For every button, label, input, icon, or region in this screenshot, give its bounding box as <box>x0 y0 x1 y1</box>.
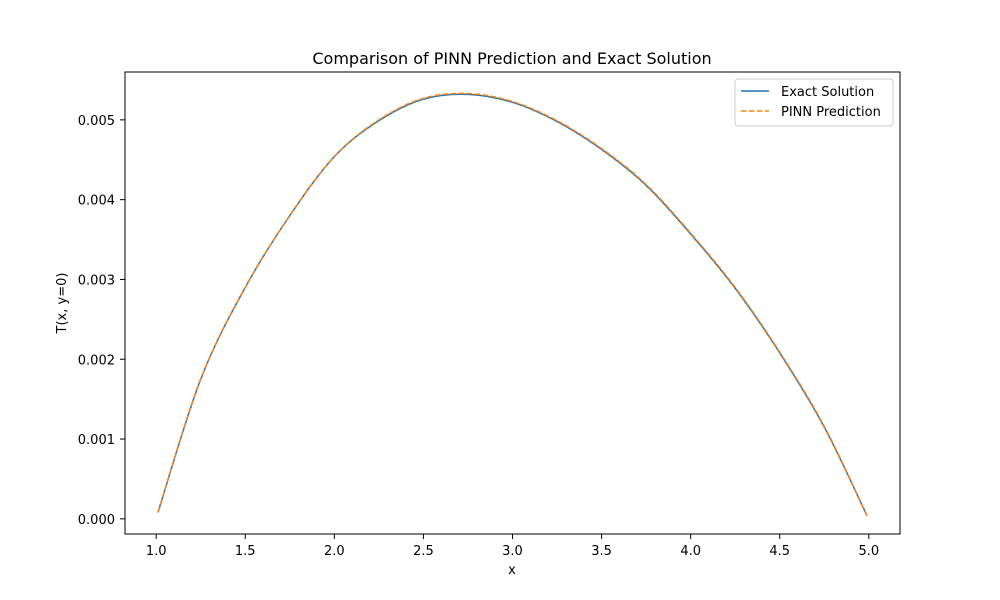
y-tick-label: 0.002 <box>78 353 115 368</box>
chart-title: Comparison of PINN Prediction and Exact … <box>312 49 711 68</box>
y-tick-label: 0.005 <box>78 114 115 129</box>
y-tick-label: 0.004 <box>78 194 115 209</box>
x-tick-label: 4.0 <box>680 544 701 559</box>
y-tick-label: 0.001 <box>78 433 115 448</box>
y-axis-ticks: 0.000 0.001 0.002 0.003 0.004 0.005 <box>78 114 125 528</box>
legend: Exact Solution PINN Prediction <box>734 78 894 127</box>
x-tick-label: 1.0 <box>146 544 167 559</box>
series-line-pinn-prediction <box>157 92 868 516</box>
x-tick-label: 3.0 <box>502 544 523 559</box>
legend-label-pinn-prediction: PINN Prediction <box>781 105 881 120</box>
x-tick-label: 4.5 <box>769 544 790 559</box>
x-axis-label: x <box>508 563 516 578</box>
y-tick-label: 0.000 <box>78 513 115 528</box>
series-layer <box>157 92 868 516</box>
x-axis-ticks: 1.0 1.5 2.0 2.5 3.0 3.5 4.0 4.5 5.0 <box>146 534 879 559</box>
legend-label-exact-solution: Exact Solution <box>781 85 874 100</box>
x-tick-label: 2.0 <box>324 544 345 559</box>
x-tick-label: 5.0 <box>858 544 879 559</box>
y-axis-label: T(x, y=0) <box>55 273 70 335</box>
y-tick-label: 0.003 <box>78 273 115 288</box>
x-tick-label: 2.5 <box>413 544 434 559</box>
x-tick-label: 1.5 <box>235 544 256 559</box>
legend-box <box>734 78 894 127</box>
x-tick-label: 3.5 <box>591 544 612 559</box>
